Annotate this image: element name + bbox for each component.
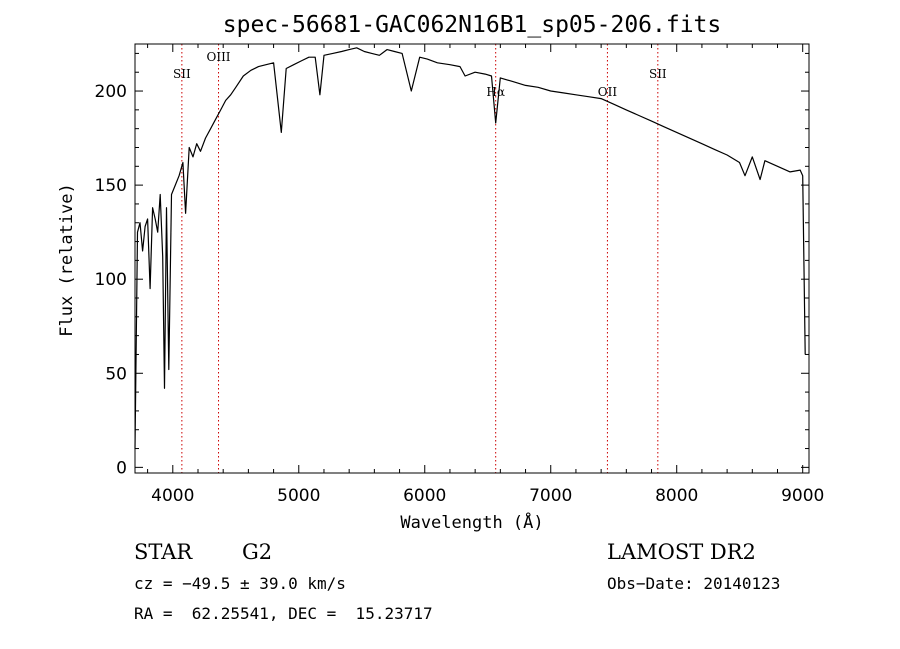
x-ticks: 4000 5000 6000 7000 8000 9000	[147, 44, 824, 506]
x-tick-label: 7000	[529, 486, 572, 506]
plot-frame	[134, 43, 810, 474]
line-markers: SII OIII Hα OII SII	[173, 44, 667, 473]
chart-title: spec-56681-GAC062N16B1_sp05-206.fits	[223, 12, 722, 38]
coordinates-label: RA = 62.25541, DEC = 15.23717	[134, 604, 433, 623]
x-axis-label: Wavelength (Å)	[400, 511, 543, 533]
y-tick-label: 50	[105, 364, 127, 384]
line-marker-label: OII	[598, 85, 618, 99]
y-tick-label: 200	[95, 82, 127, 102]
x-tick-label: 4000	[151, 486, 194, 506]
y-axis-label: Flux (relative)	[57, 183, 77, 337]
x-tick-label: 9000	[781, 486, 824, 506]
obs-date-label: Obs−Date: 20140123	[607, 574, 781, 593]
y-tick-label: 0	[116, 458, 127, 478]
y-ticks: 0 50 100 150 200	[95, 52, 809, 478]
line-marker-label: SII	[173, 67, 191, 81]
class-label: STAR	[134, 540, 193, 564]
line-marker-label: SII	[649, 67, 667, 81]
line-marker-label: OIII	[206, 50, 230, 64]
x-tick-label: 5000	[277, 486, 320, 506]
x-tick-label: 6000	[403, 486, 446, 506]
survey-label: LAMOST DR2	[607, 540, 756, 564]
spectrum-series	[134, 47, 806, 449]
spectrum-line	[134, 47, 806, 449]
line-marker-label: Hα	[486, 85, 505, 99]
subclass-label: G2	[242, 540, 273, 564]
y-tick-label: 150	[95, 176, 127, 196]
y-tick-label: 100	[95, 270, 127, 290]
redshift-label: cz = −49.5 ± 39.0 km/s	[134, 574, 346, 593]
x-tick-label: 8000	[655, 486, 698, 506]
